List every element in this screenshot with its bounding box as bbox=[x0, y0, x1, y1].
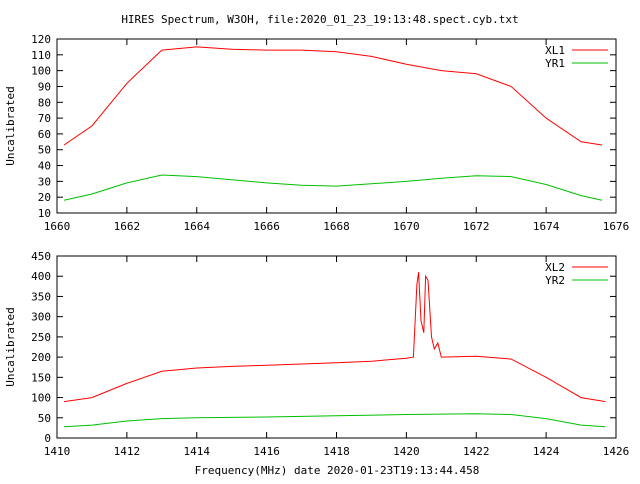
x-tick-label: 1666 bbox=[253, 220, 280, 233]
y-tick-label: 100 bbox=[31, 65, 51, 78]
y-tick-label: 50 bbox=[38, 144, 51, 157]
x-tick-label: 1420 bbox=[393, 445, 420, 458]
x-tick-label: 1674 bbox=[533, 220, 560, 233]
plot-border bbox=[56, 255, 617, 439]
y-tick-label: 200 bbox=[31, 351, 51, 364]
y-tick-label: 100 bbox=[31, 392, 51, 405]
legend-label: XL2 bbox=[545, 261, 565, 274]
x-tick-label: 1412 bbox=[114, 445, 141, 458]
legend-label: YR1 bbox=[545, 57, 565, 70]
x-tick-label: 1662 bbox=[114, 220, 141, 233]
series-line-xl2 bbox=[63, 272, 606, 403]
x-tick-label: 1668 bbox=[323, 220, 350, 233]
upper-plot: 10 20 30 40 50 60 70 80 90 100 110 120 1660 1662 1664 1… bbox=[4, 33, 629, 233]
y-tick-label: 10 bbox=[38, 207, 51, 220]
y-axis-label: Uncalibrated bbox=[4, 307, 17, 386]
y-tick-label: 300 bbox=[31, 311, 51, 324]
x-tick-label: 1664 bbox=[184, 220, 211, 233]
y-axis-label: Uncalibrated bbox=[4, 86, 17, 165]
series-line-yr1 bbox=[63, 174, 603, 201]
y-tick-label: 80 bbox=[38, 96, 51, 109]
x-axis-label: Frequency(MHz) date 2020-01-23T19:13:44.… bbox=[195, 464, 480, 477]
x-tick-label: 1660 bbox=[44, 220, 71, 233]
series-line-xl1 bbox=[63, 46, 603, 146]
x-tick-label: 1424 bbox=[533, 445, 560, 458]
y-tick-label: 60 bbox=[38, 128, 51, 141]
y-tick-label: 30 bbox=[38, 175, 51, 188]
x-tick-label: 1676 bbox=[603, 220, 630, 233]
y-tick-label: 70 bbox=[38, 112, 51, 125]
lower-plot: 0 50 100 150 200 250 300 350 400 450 1410 1412 1414 1… bbox=[4, 250, 629, 458]
y-tick-label: 40 bbox=[38, 160, 51, 173]
y-tick-label: 20 bbox=[38, 191, 51, 204]
y-tick-label: 0 bbox=[44, 432, 51, 445]
y-tick-label: 400 bbox=[31, 270, 51, 283]
y-tick-label: 150 bbox=[31, 371, 51, 384]
y-tick-label: 250 bbox=[31, 331, 51, 344]
plot-border bbox=[56, 38, 617, 214]
x-tick-label: 1670 bbox=[393, 220, 420, 233]
y-tick-label: 120 bbox=[31, 33, 51, 46]
y-tick-label: 90 bbox=[38, 80, 51, 93]
x-tick-label: 1416 bbox=[253, 445, 280, 458]
x-tick-label: 1414 bbox=[184, 445, 211, 458]
y-tick-label: 50 bbox=[38, 412, 51, 425]
x-tick-label: 1672 bbox=[463, 220, 490, 233]
x-tick-label: 1422 bbox=[463, 445, 490, 458]
legend-label: YR2 bbox=[545, 274, 565, 287]
y-tick-label: 350 bbox=[31, 290, 51, 303]
series-line-yr2 bbox=[63, 413, 606, 428]
legend-label: XL1 bbox=[545, 44, 565, 57]
x-tick-label: 1410 bbox=[44, 445, 71, 458]
chart-title: HIRES Spectrum, W3OH, file:2020_01_23_19… bbox=[121, 13, 518, 26]
y-tick-label: 450 bbox=[31, 250, 51, 263]
x-tick-label: 1426 bbox=[603, 445, 630, 458]
x-tick-label: 1418 bbox=[323, 445, 350, 458]
y-tick-label: 110 bbox=[31, 49, 51, 62]
